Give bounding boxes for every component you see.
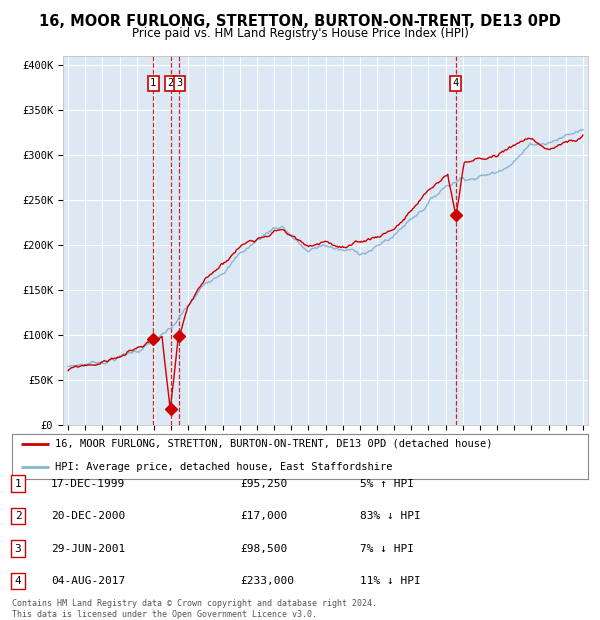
Text: 83% ↓ HPI: 83% ↓ HPI: [360, 511, 421, 521]
Text: 4: 4: [14, 576, 22, 586]
Text: 1: 1: [150, 79, 157, 89]
Text: 2: 2: [167, 79, 173, 89]
Text: £95,250: £95,250: [240, 479, 287, 489]
Text: 3: 3: [14, 544, 22, 554]
Text: 04-AUG-2017: 04-AUG-2017: [51, 576, 125, 586]
Text: 3: 3: [176, 79, 182, 89]
Text: 5% ↑ HPI: 5% ↑ HPI: [360, 479, 414, 489]
Text: 20-DEC-2000: 20-DEC-2000: [51, 511, 125, 521]
Text: Contains HM Land Registry data © Crown copyright and database right 2024.
This d: Contains HM Land Registry data © Crown c…: [12, 600, 377, 619]
Text: Price paid vs. HM Land Registry's House Price Index (HPI): Price paid vs. HM Land Registry's House …: [131, 27, 469, 40]
Text: 4: 4: [452, 79, 459, 89]
Text: 29-JUN-2001: 29-JUN-2001: [51, 544, 125, 554]
Text: 17-DEC-1999: 17-DEC-1999: [51, 479, 125, 489]
Text: 16, MOOR FURLONG, STRETTON, BURTON-ON-TRENT, DE13 0PD (detached house): 16, MOOR FURLONG, STRETTON, BURTON-ON-TR…: [55, 439, 493, 449]
Text: £17,000: £17,000: [240, 511, 287, 521]
Text: HPI: Average price, detached house, East Staffordshire: HPI: Average price, detached house, East…: [55, 462, 392, 472]
Text: £98,500: £98,500: [240, 544, 287, 554]
Text: 16, MOOR FURLONG, STRETTON, BURTON-ON-TRENT, DE13 0PD: 16, MOOR FURLONG, STRETTON, BURTON-ON-TR…: [39, 14, 561, 29]
Text: 11% ↓ HPI: 11% ↓ HPI: [360, 576, 421, 586]
Text: 7% ↓ HPI: 7% ↓ HPI: [360, 544, 414, 554]
Text: £233,000: £233,000: [240, 576, 294, 586]
Text: 1: 1: [14, 479, 22, 489]
Text: 2: 2: [14, 511, 22, 521]
